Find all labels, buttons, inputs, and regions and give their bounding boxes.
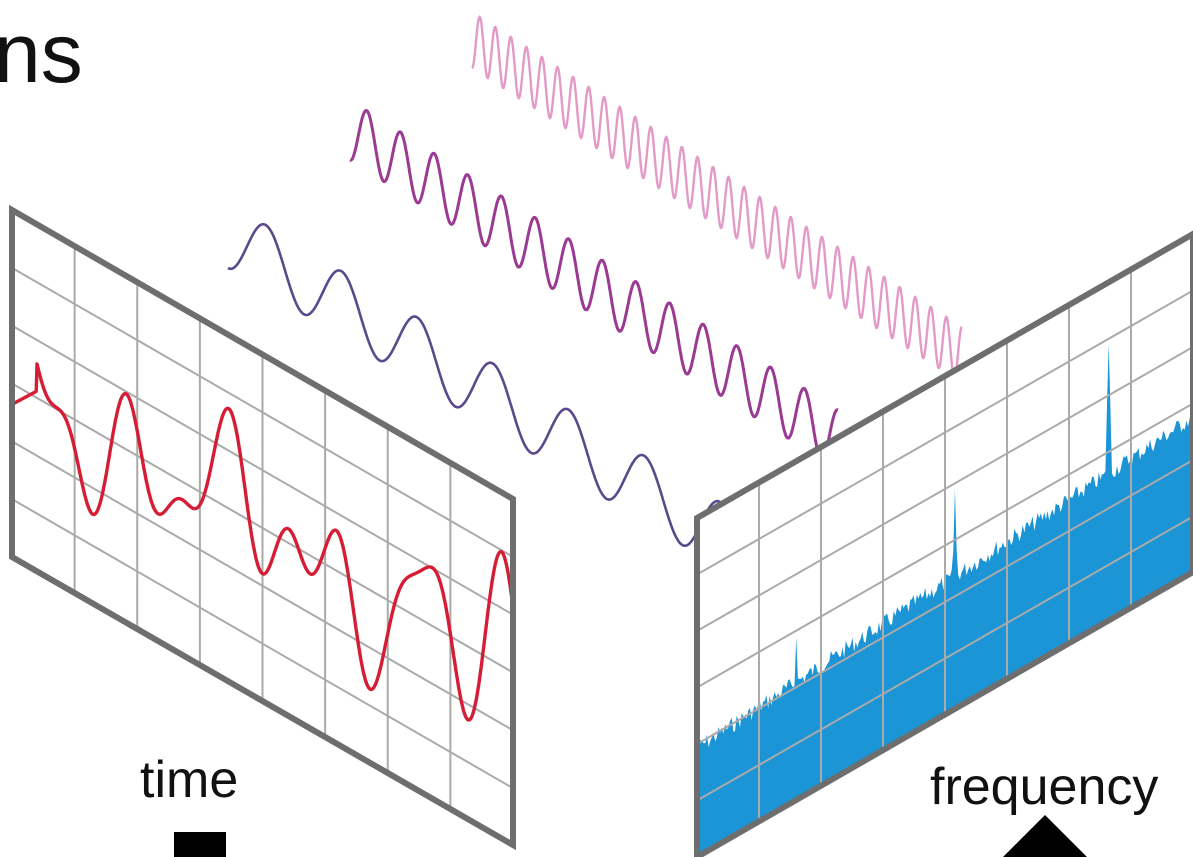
grid-line-horizontal [696, 289, 1193, 576]
time-domain-panel [9, 204, 516, 851]
time-signal-curve [11, 362, 515, 722]
title-fragment: ns [0, 6, 83, 100]
frequency-panel-frame [694, 230, 1193, 857]
low-frequency-wave [227, 223, 721, 547]
grid-line-horizontal [696, 459, 1193, 745]
triangle-marker-icon [1003, 815, 1087, 857]
frequency-domain-panel [694, 230, 1193, 857]
grid-line-horizontal [11, 498, 514, 790]
frequency-panel-grid [696, 269, 1193, 822]
time-panel-frame [9, 204, 516, 851]
frequency-axis-label: frequency [930, 758, 1158, 816]
grid-line-horizontal [11, 440, 514, 732]
grid-line-horizontal [11, 266, 514, 558]
square-marker-icon [174, 832, 226, 857]
grid-line-horizontal [696, 402, 1193, 689]
mid-frequency-wave [349, 108, 839, 462]
grid-line-horizontal [696, 515, 1193, 802]
grid-line-horizontal [696, 346, 1193, 632]
grid-line-horizontal [11, 382, 514, 674]
time-axis-label: time [140, 751, 238, 809]
component-waves [227, 15, 963, 547]
high-frequency-wave [471, 15, 963, 380]
